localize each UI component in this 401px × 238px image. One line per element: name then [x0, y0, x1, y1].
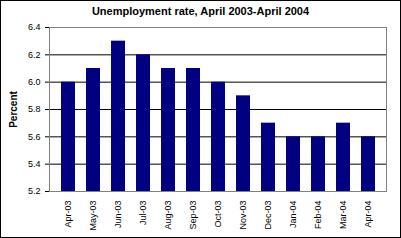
- svg-text:5.6: 5.6: [28, 132, 41, 142]
- svg-text:6.2: 6.2: [28, 50, 41, 60]
- svg-text:May-03: May-03: [88, 201, 98, 231]
- svg-text:Aug-03: Aug-03: [163, 201, 173, 230]
- svg-text:Feb-04: Feb-04: [313, 201, 323, 230]
- svg-text:Apr-04: Apr-04: [363, 201, 373, 228]
- svg-text:6.0: 6.0: [28, 77, 41, 87]
- svg-text:Apr-03: Apr-03: [63, 201, 73, 228]
- svg-text:5.2: 5.2: [28, 186, 41, 196]
- svg-text:Percent: Percent: [8, 90, 19, 127]
- svg-text:5.4: 5.4: [28, 159, 41, 169]
- svg-text:5.8: 5.8: [28, 104, 41, 114]
- svg-text:Mar-04: Mar-04: [338, 201, 348, 230]
- svg-text:Sep-03: Sep-03: [188, 201, 198, 230]
- svg-text:6.4: 6.4: [28, 22, 41, 32]
- html-text:Unemployment rate, April 2003-: Unemployment rate, April 2003-April 2004: [91, 5, 310, 17]
- svg-text:Jan-04: Jan-04: [288, 201, 298, 229]
- svg-text:Nov-03: Nov-03: [238, 201, 248, 230]
- svg-text:Jul-03: Jul-03: [138, 201, 148, 226]
- svg-text:Oct-03: Oct-03: [213, 201, 223, 228]
- svg-text:Dec-03: Dec-03: [263, 201, 273, 230]
- svg-text:Jun-03: Jun-03: [113, 201, 123, 229]
